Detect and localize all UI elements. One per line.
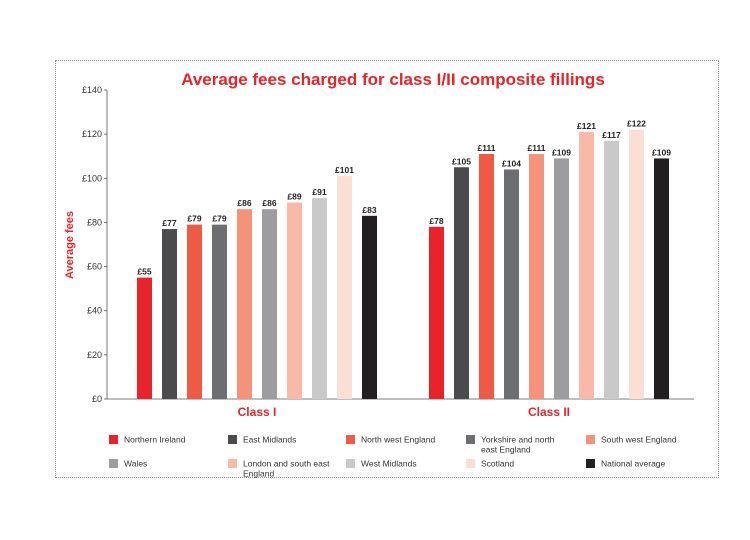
legend-label-scotland: Scotland — [481, 459, 514, 469]
data-label-class-i-yorkshire-and-north-east-england: £79 — [212, 214, 226, 224]
legend-label-northern-ireland: Northern Ireland — [124, 435, 186, 445]
legend-swatch-west-midlands — [346, 459, 355, 468]
bar-class-ii-national-average — [654, 158, 669, 399]
data-label-class-i-south-west-england: £86 — [237, 198, 251, 208]
legend-swatch-national-average — [586, 459, 595, 468]
bars — [137, 129, 669, 399]
bar-class-ii-south-west-england — [529, 154, 544, 399]
bar-class-ii-yorkshire-and-north-east-england — [504, 169, 519, 399]
legend-swatch-yorkshire-and-north-east-england — [466, 435, 475, 444]
y-axis-label: Average fees — [64, 211, 76, 279]
bar-class-ii-northern-ireland — [429, 226, 444, 399]
bar-class-i-scotland — [337, 176, 352, 399]
data-label-class-i-northern-ireland: £55 — [137, 267, 151, 277]
data-label-class-ii-wales: £109 — [552, 147, 571, 157]
bar-class-ii-wales — [554, 158, 569, 399]
data-label-class-i-north-west-england: £79 — [187, 214, 201, 224]
data-label-class-i-london-and-south-east-england: £89 — [287, 192, 301, 202]
legend: Northern Ireland East Midlands North west … — [109, 435, 677, 479]
y-tick-label: £120 — [82, 129, 102, 139]
y-tick-label: £20 — [87, 350, 102, 360]
data-label-class-i-national-average: £83 — [362, 205, 376, 215]
data-labels: £55 £77 £79 £79 £86 £86 £89 £91 £101 £83 £78 £105 £1… — [137, 119, 671, 277]
legend-swatch-east-midlands — [228, 435, 237, 444]
bar-class-i-national-average — [362, 215, 377, 399]
data-label-class-ii-scotland: £122 — [627, 119, 646, 129]
legend-label-london-and-south-east-england: London and south east England — [243, 459, 330, 479]
bar-class-i-london-and-south-east-england — [287, 202, 302, 399]
bar-class-i-north-west-england — [187, 224, 202, 399]
bar-class-i-yorkshire-and-north-east-england — [212, 224, 227, 399]
bar-class-i-west-midlands — [312, 198, 327, 399]
data-label-class-ii-east-midlands: £105 — [452, 156, 471, 166]
group-label-class-i: Class I — [238, 405, 277, 419]
y-tick-label: £0 — [92, 394, 102, 404]
data-label-class-ii-london-and-south-east-england: £121 — [577, 121, 596, 131]
data-label-class-ii-north-west-england: £111 — [478, 143, 496, 153]
data-label-class-i-west-midlands: £91 — [312, 187, 326, 197]
bar-class-i-wales — [262, 209, 277, 399]
chart-title: Average fees charged for class I/II comp… — [181, 70, 605, 89]
data-label-class-i-wales: £86 — [262, 198, 276, 208]
bar-class-i-east-midlands — [162, 229, 177, 399]
y-tick-label: £100 — [82, 173, 102, 183]
legend-label-yorkshire-and-north-east-england: Yorkshire and north east England — [481, 435, 555, 455]
y-tick-label: £140 — [82, 85, 102, 95]
legend-label-north-west-england: North west England — [361, 435, 435, 445]
legend-label-west-midlands: West Midlands — [361, 459, 417, 469]
legend-swatch-scotland — [466, 459, 475, 468]
group-label-class-ii: Class II — [528, 405, 570, 419]
bar-class-i-northern-ireland — [137, 277, 152, 399]
bar-class-ii-london-and-south-east-england — [579, 131, 594, 399]
legend-label-wales: Wales — [124, 459, 147, 469]
bar-class-ii-west-midlands — [604, 140, 619, 399]
y-tick-label: £40 — [87, 306, 102, 316]
bar-class-ii-scotland — [629, 129, 644, 399]
data-label-class-ii-south-west-england: £111 — [528, 143, 546, 153]
legend-swatch-wales — [109, 459, 118, 468]
data-label-class-ii-national-average: £109 — [652, 147, 671, 157]
data-label-class-i-scotland: £101 — [335, 165, 354, 175]
data-label-class-ii-northern-ireland: £78 — [429, 216, 443, 226]
data-label-class-ii-yorkshire-and-north-east-england: £104 — [502, 158, 521, 168]
legend-swatch-north-west-england — [346, 435, 355, 444]
bar-class-ii-east-midlands — [454, 167, 469, 399]
legend-label-east-midlands: East Midlands — [243, 435, 296, 445]
legend-swatch-northern-ireland — [109, 435, 118, 444]
legend-swatch-south-west-england — [586, 435, 595, 444]
group-labels: Class I Class II — [238, 405, 570, 419]
legend-label-national-average: National average — [601, 459, 666, 469]
bar-class-ii-north-west-england — [479, 154, 494, 399]
legend-label-south-west-england: South west England — [601, 435, 677, 445]
bar-class-i-south-west-england — [237, 209, 252, 399]
y-tick-label: £60 — [87, 262, 102, 272]
data-label-class-ii-west-midlands: £117 — [602, 130, 621, 140]
data-label-class-i-east-midlands: £77 — [162, 218, 176, 228]
axes: £0 £20 £40 £60 £80 £100 £120 £140 — [82, 85, 694, 404]
chart-frame — [55, 60, 719, 478]
legend-swatch-london-and-south-east-england — [228, 459, 237, 468]
y-tick-label: £80 — [87, 217, 102, 227]
